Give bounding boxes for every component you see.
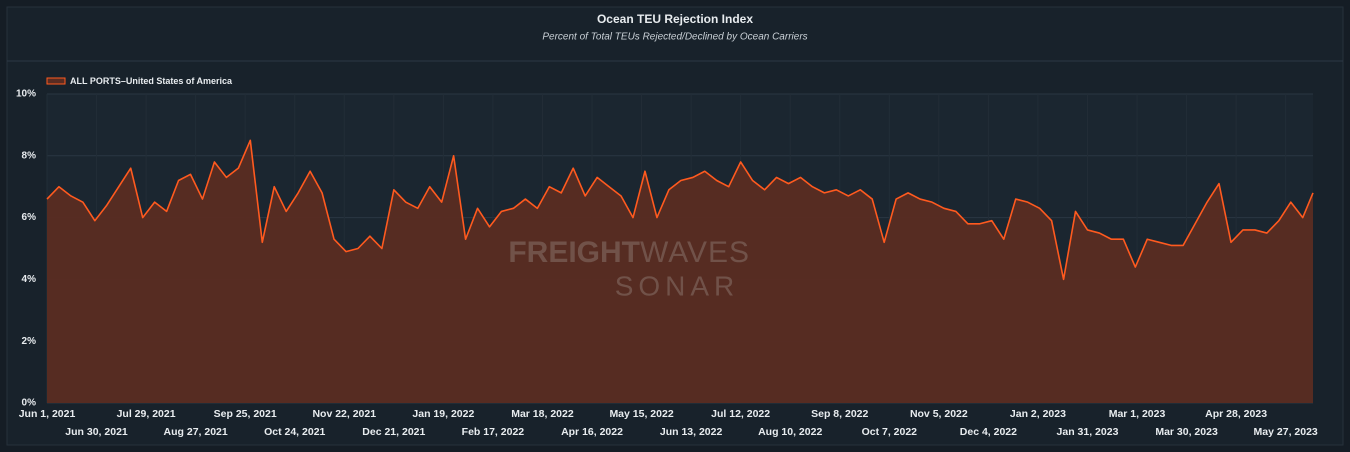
x-tick-label: Apr 16, 2022	[561, 426, 623, 438]
x-tick-label: Jul 12, 2022	[711, 408, 770, 420]
area	[47, 140, 1313, 403]
legend-swatch	[46, 77, 66, 85]
x-tick-label: Nov 22, 2021	[312, 408, 376, 420]
x-tick-label: Aug 27, 2021	[164, 426, 228, 438]
x-tick-label: Jun 1, 2021	[19, 408, 76, 420]
x-tick-label: May 27, 2023	[1254, 426, 1318, 438]
watermark: FREIGHT	[508, 236, 640, 269]
x-tick-label: Dec 21, 2021	[362, 426, 425, 438]
x-tick-label: Sep 25, 2021	[214, 408, 277, 420]
x-tick-label: Jan 2, 2023	[1010, 408, 1066, 420]
x-tick-label: Mar 18, 2022	[511, 408, 574, 420]
x-tick-label: Jan 19, 2022	[412, 408, 474, 420]
y-tick-label: 0%	[22, 398, 37, 409]
x-tick-label: Dec 4, 2022	[960, 426, 1017, 438]
y-tick-label: 2%	[22, 336, 37, 347]
y-tick-label: 8%	[22, 150, 37, 161]
x-tick-label: Jun 30, 2021	[65, 426, 128, 438]
watermark: SONAR	[615, 270, 740, 301]
x-tick-label: Jun 13, 2022	[660, 426, 723, 438]
marks	[46, 139, 1314, 403]
x-tick-label: Mar 30, 2023	[1155, 426, 1218, 438]
x-tick-label: Oct 24, 2021	[264, 426, 325, 438]
x-tick-label: Oct 7, 2022	[862, 426, 918, 438]
chart-title: Ocean TEU Rejection Index	[597, 12, 753, 26]
y-tick-label: 4%	[22, 274, 37, 285]
y-tick-label: 6%	[22, 212, 37, 223]
x-tick-label: Feb 17, 2022	[462, 426, 525, 438]
x-tick-label: Nov 5, 2022	[910, 408, 968, 420]
x-tick-label: May 15, 2022	[609, 408, 673, 420]
x-tick-label: Apr 28, 2023	[1205, 408, 1267, 420]
x-tick-label: Sep 8, 2022	[811, 408, 868, 420]
legend-label: ALL PORTS–United States of America	[70, 76, 233, 86]
x-tick-label: Jan 31, 2023	[1057, 426, 1119, 438]
x-tick-label: Aug 10, 2022	[758, 426, 822, 438]
line	[46, 139, 1314, 281]
watermark: WAVES	[640, 236, 750, 269]
y-tick-label: 10%	[16, 89, 36, 100]
chart-subtitle: Percent of Total TEUs Rejected/Declined …	[542, 32, 807, 43]
x-tick-label: Jul 29, 2021	[117, 408, 176, 420]
x-tick-label: Mar 1, 2023	[1109, 408, 1166, 420]
axes: 0% 2% 4% 6% 8% 10% Jun 1, 2021 Jun 30, 2021 Jul …	[16, 76, 1318, 438]
